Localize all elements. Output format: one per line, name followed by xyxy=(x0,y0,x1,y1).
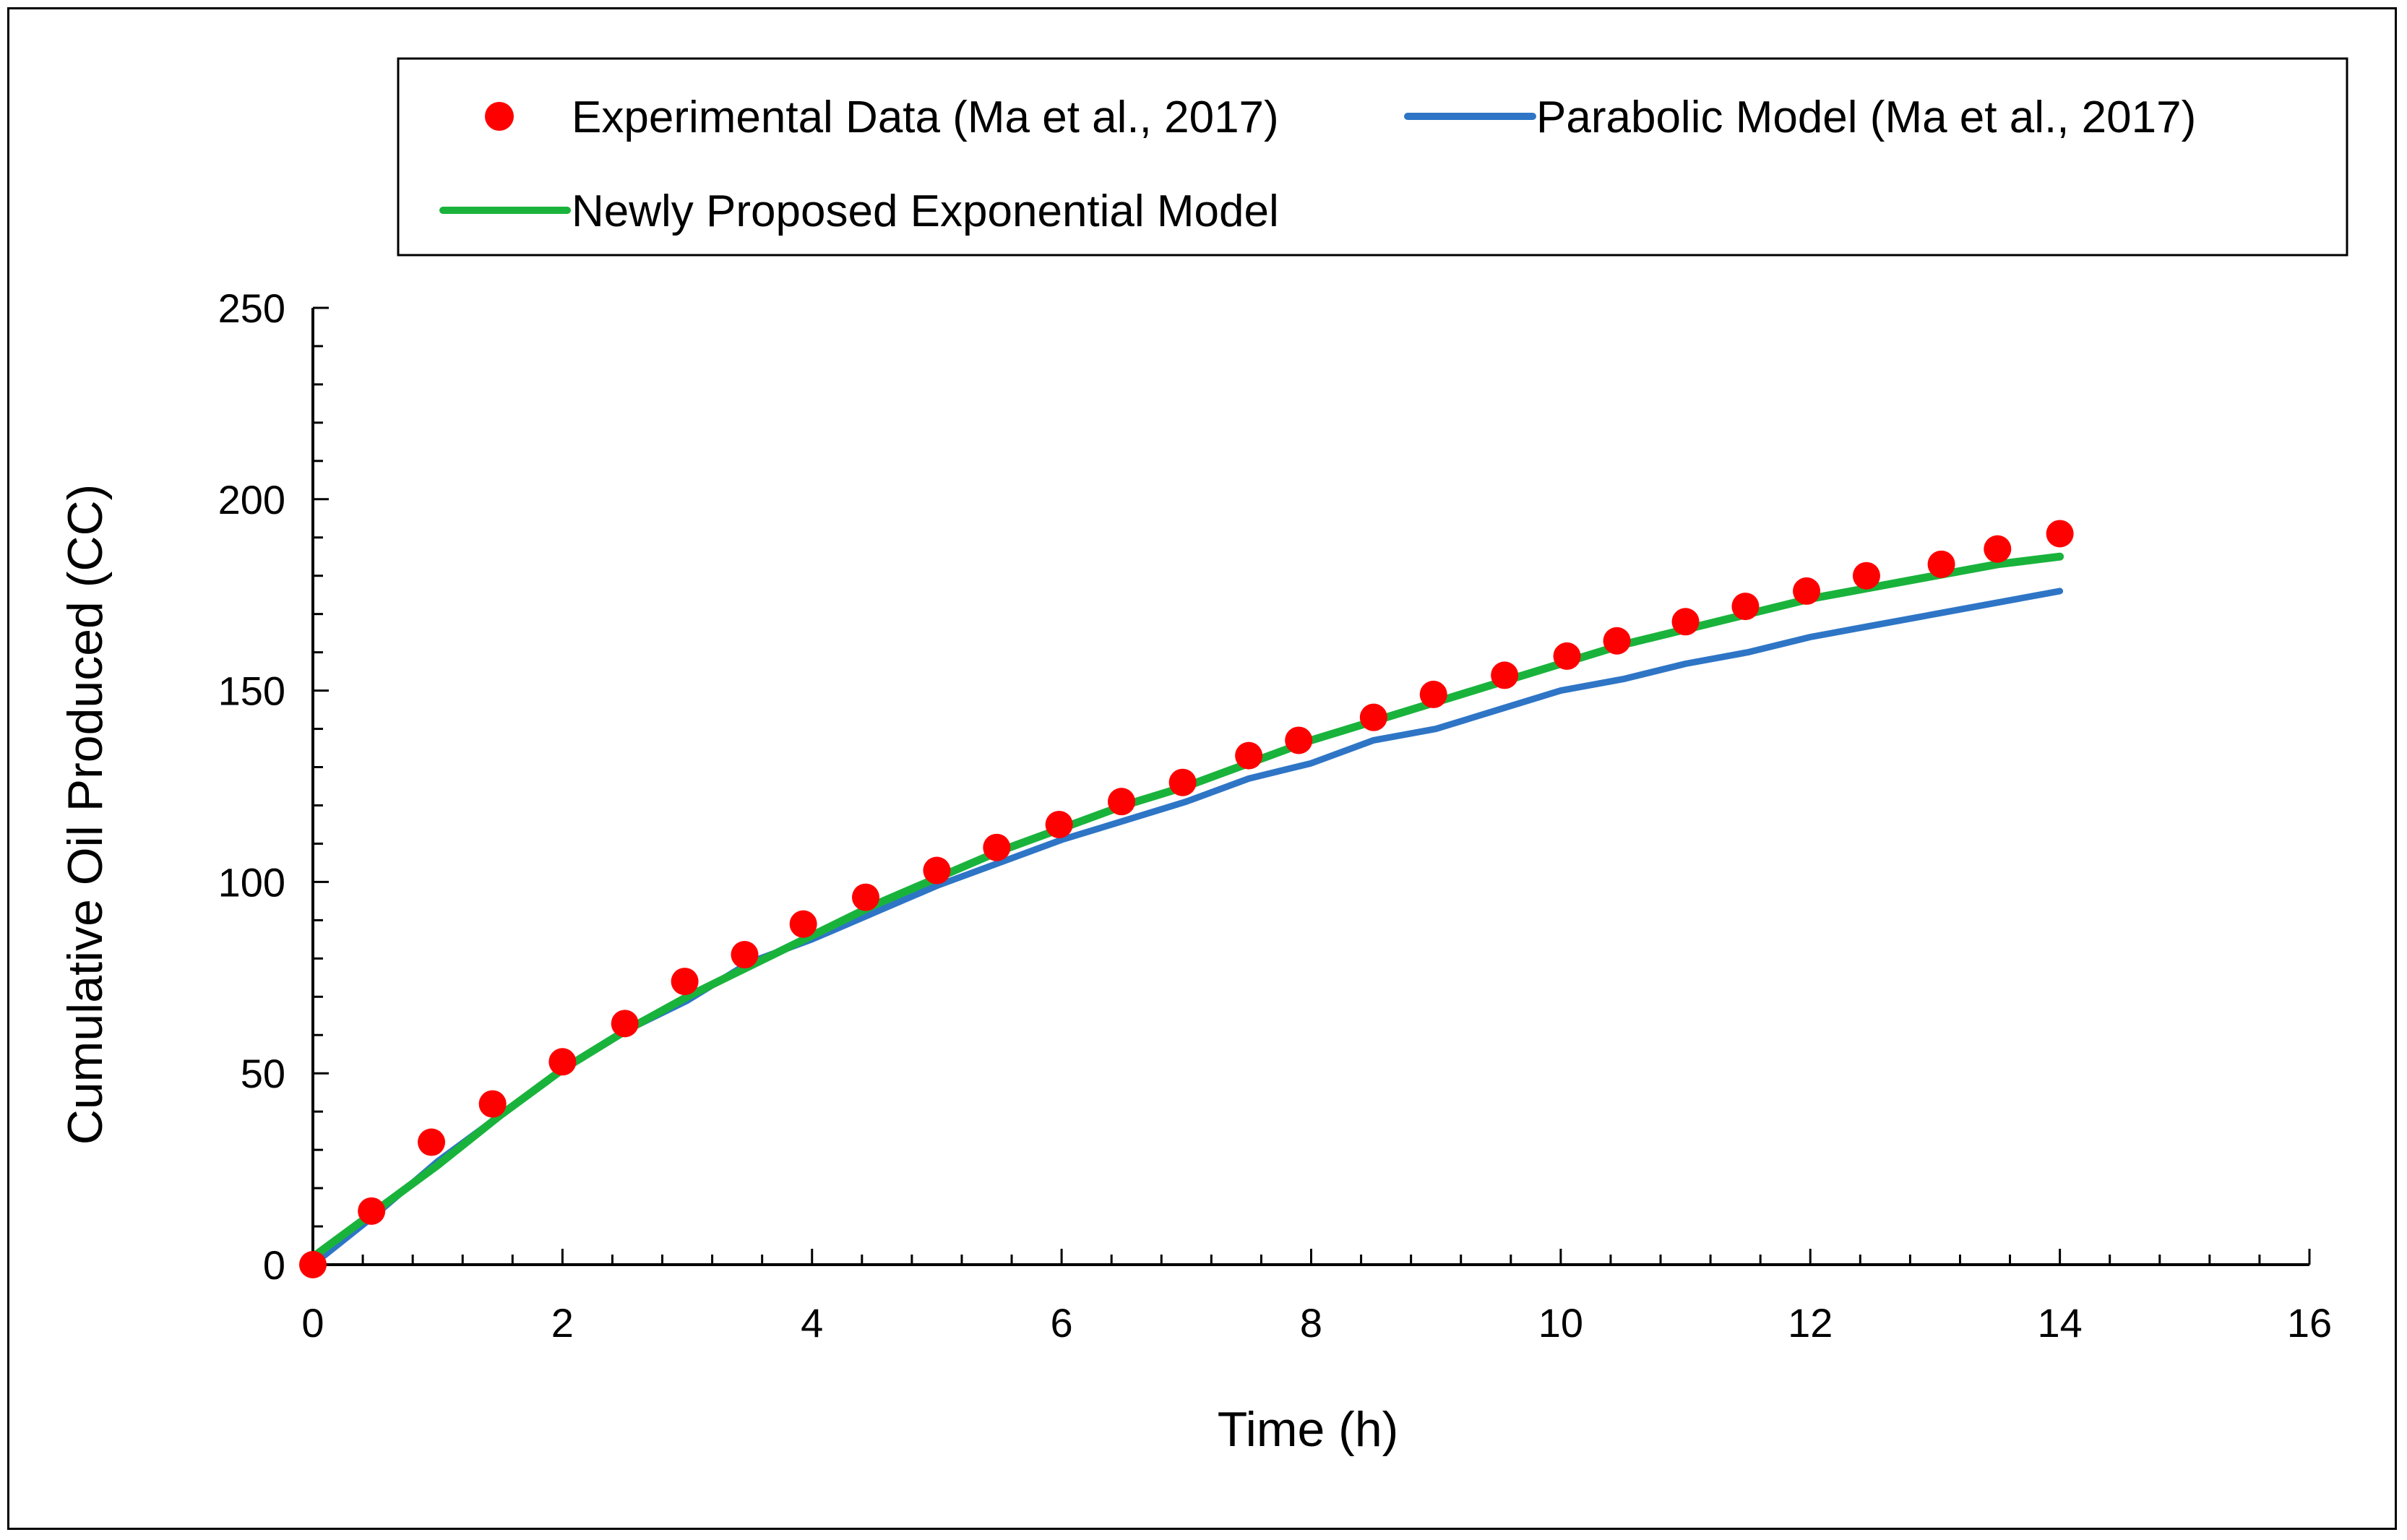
data-point xyxy=(358,1197,386,1225)
x-tick-label: 0 xyxy=(301,1300,324,1346)
x-tick-label: 14 xyxy=(2037,1300,2082,1346)
data-point xyxy=(1419,680,1447,708)
chart: Experimental Data (Ma et al., 2017) Parab… xyxy=(58,57,2348,1457)
y-axis-title: Cumulative Oil Produced (CC) xyxy=(58,484,113,1145)
data-point xyxy=(1285,726,1313,754)
data-point xyxy=(1168,768,1197,796)
data-point xyxy=(548,1048,577,1076)
y-tick-label: 250 xyxy=(218,285,285,331)
y-tick-label: 150 xyxy=(218,668,285,714)
y-tick-label: 50 xyxy=(241,1051,285,1096)
y-tick-label: 0 xyxy=(263,1242,285,1288)
series-layer xyxy=(299,520,2074,1278)
data-point xyxy=(1731,593,1760,621)
legend-marker-experimental xyxy=(485,102,514,131)
data-point xyxy=(2046,520,2074,548)
data-point xyxy=(1671,608,1700,636)
data-point xyxy=(299,1251,327,1278)
data-point xyxy=(1852,562,1880,590)
data-point xyxy=(1235,741,1263,770)
x-tick-label: 10 xyxy=(1538,1300,1583,1346)
series-line-exponential xyxy=(309,552,2064,1261)
data-point xyxy=(923,856,951,885)
x-axis-title: Time (h) xyxy=(1218,1402,1399,1457)
x-tick-label: 16 xyxy=(2287,1300,2332,1346)
data-point xyxy=(983,833,1011,861)
x-tick-label: 2 xyxy=(551,1300,574,1346)
x-tick-label: 6 xyxy=(1051,1300,1073,1346)
data-point xyxy=(731,941,759,969)
data-point xyxy=(478,1090,507,1118)
data-point xyxy=(418,1128,446,1156)
data-point xyxy=(852,883,880,911)
chart-frame: Experimental Data (Ma et al., 2017) Parab… xyxy=(7,7,2397,1530)
data-point xyxy=(611,1010,639,1038)
data-point xyxy=(671,968,699,996)
data-point xyxy=(1793,577,1821,605)
y-tick-label: 100 xyxy=(218,859,285,905)
legend-label: Experimental Data (Ma et al., 2017) xyxy=(572,93,1279,142)
y-tick-label: 200 xyxy=(218,477,285,522)
data-point xyxy=(1108,788,1136,816)
legend-box xyxy=(397,57,2348,257)
data-point xyxy=(1491,661,1519,689)
x-tick-label: 12 xyxy=(1788,1300,1833,1346)
legend: Experimental Data (Ma et al., 2017) Parab… xyxy=(397,57,2348,257)
x-tick-label: 4 xyxy=(801,1300,823,1346)
legend-label: Parabolic Model (Ma et al., 2017) xyxy=(1536,93,2196,142)
legend-label: Newly Proposed Exponential Model xyxy=(572,186,1279,236)
data-point xyxy=(1603,627,1631,655)
data-point xyxy=(1984,535,2012,563)
data-point xyxy=(1045,810,1073,838)
axes: 0 50 100 150 200 250 0 2 4 6 8 10 12 14 16 xyxy=(218,285,2333,1346)
data-point xyxy=(1359,703,1387,731)
series-line-parabolic xyxy=(309,588,2064,1268)
data-point xyxy=(1927,550,1955,578)
data-point xyxy=(1553,642,1581,670)
data-point xyxy=(789,910,817,938)
x-tick-label: 8 xyxy=(1300,1300,1322,1346)
